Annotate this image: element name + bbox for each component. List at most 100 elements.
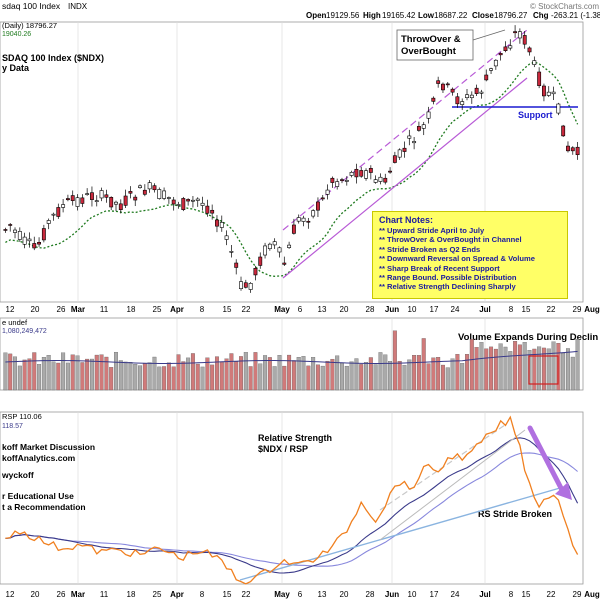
volume-bar	[436, 357, 441, 391]
candle-body	[109, 197, 114, 208]
candle-body	[460, 101, 465, 105]
x-tick-label: 28	[366, 305, 375, 314]
volume-bar	[330, 358, 335, 391]
candle-body	[412, 141, 417, 144]
volume-bar	[80, 362, 85, 391]
candle-body	[335, 181, 340, 187]
x-tick-label: Mar	[71, 590, 85, 599]
rs-title-1: Relative Strength	[258, 433, 332, 443]
price-panel-frame	[0, 21, 584, 303]
volume-bar	[460, 363, 465, 391]
close-label: Close	[472, 11, 494, 20]
rs-left-text: koff Market Discussion koffAnalytics.com…	[1, 442, 95, 512]
note-line: ** ThrowOver & OverBought in Channel	[379, 235, 522, 245]
candle-body	[575, 146, 580, 156]
candle-body	[291, 224, 296, 234]
candle-body	[532, 60, 537, 65]
rs-legend: RSP 110.06	[2, 412, 42, 421]
volume-bar	[489, 346, 494, 391]
candle-body	[181, 198, 186, 210]
channel-lower-line	[282, 77, 528, 279]
volume-bar	[522, 342, 527, 391]
candle-body	[32, 243, 37, 249]
x-tick-label: Apr	[170, 305, 184, 314]
candle-body	[436, 80, 441, 84]
volume-bar	[296, 357, 301, 391]
rs-text-4: r Educational Use	[2, 491, 74, 501]
candle-body	[517, 31, 522, 39]
candle-body	[171, 199, 176, 205]
volume-bar	[234, 361, 239, 391]
volume-bar	[219, 362, 224, 391]
volume-bar	[320, 365, 325, 391]
candle-body	[445, 83, 450, 86]
rs-trendline-lower	[239, 487, 561, 581]
candle-body	[22, 236, 27, 245]
volume-bar	[503, 346, 508, 391]
candle-body	[349, 172, 354, 176]
volume-bar	[17, 365, 22, 391]
volume-bar	[253, 352, 258, 391]
candle-body	[340, 179, 344, 181]
volume-bar	[258, 363, 263, 391]
volume-bar	[109, 367, 114, 391]
volume-bar	[104, 356, 109, 391]
candlesticks	[3, 25, 580, 293]
candle-body	[455, 96, 460, 105]
x-tick-label: Jul	[479, 305, 491, 314]
candle-body	[123, 195, 128, 206]
volume-bar	[282, 365, 287, 391]
volume-bar	[46, 355, 51, 391]
candle-body	[210, 209, 215, 214]
volume-bar	[407, 359, 412, 391]
candle-body	[498, 53, 503, 56]
candle-body	[195, 198, 200, 201]
volume-bar	[89, 358, 94, 391]
candle-body	[142, 189, 147, 195]
x-tick-label: 8	[200, 305, 205, 314]
note-line: ** Range Bound. Possible Distribution	[379, 273, 517, 283]
volume-bar	[440, 364, 445, 391]
volume-bar	[325, 360, 330, 391]
volume-bar	[195, 363, 200, 391]
candle-body	[75, 197, 80, 207]
volume-bar	[248, 366, 253, 391]
x-tick-label: 12	[6, 590, 15, 599]
rs-ma-short-line	[5, 437, 579, 574]
volume-bar	[392, 330, 397, 391]
candle-body	[51, 213, 56, 216]
x-tick-label: 8	[200, 590, 205, 599]
volume-bar	[171, 366, 176, 391]
candle-body	[118, 203, 123, 210]
chart-notes-box: Chart Notes: ** Upward Stride April to J…	[372, 211, 568, 299]
candle-body	[484, 74, 489, 81]
note-line: ** Upward Stride April to July	[379, 226, 485, 235]
x-tick-label: Aug	[584, 590, 600, 599]
candle-body	[277, 247, 282, 253]
volume-bar	[147, 362, 152, 391]
volume-bar	[359, 364, 364, 391]
candle-body	[224, 235, 229, 240]
candle-body	[133, 196, 138, 201]
candle-body	[469, 94, 474, 99]
candle-body	[243, 282, 248, 288]
x-tick-label: 25	[153, 590, 162, 599]
candle-body	[186, 199, 191, 202]
candle-body	[157, 189, 162, 199]
open-value: 19129.56	[326, 11, 360, 20]
x-tick-label: 22	[547, 590, 556, 599]
candle-body	[320, 197, 325, 200]
high-label: High	[363, 11, 381, 20]
volume-bar	[364, 362, 369, 391]
volume-bar	[570, 356, 575, 391]
candle-body	[229, 251, 234, 253]
volume-bar	[450, 358, 455, 391]
callout-line-1: ThrowOver &	[401, 34, 461, 45]
x-tick-label: 24	[451, 305, 460, 314]
volume-bar	[85, 358, 90, 391]
chart-title: sdaq 100 Index	[2, 1, 61, 11]
x-tick-label: 22	[547, 305, 556, 314]
open-label: Open	[306, 11, 327, 20]
x-tick-label: 13	[318, 305, 327, 314]
